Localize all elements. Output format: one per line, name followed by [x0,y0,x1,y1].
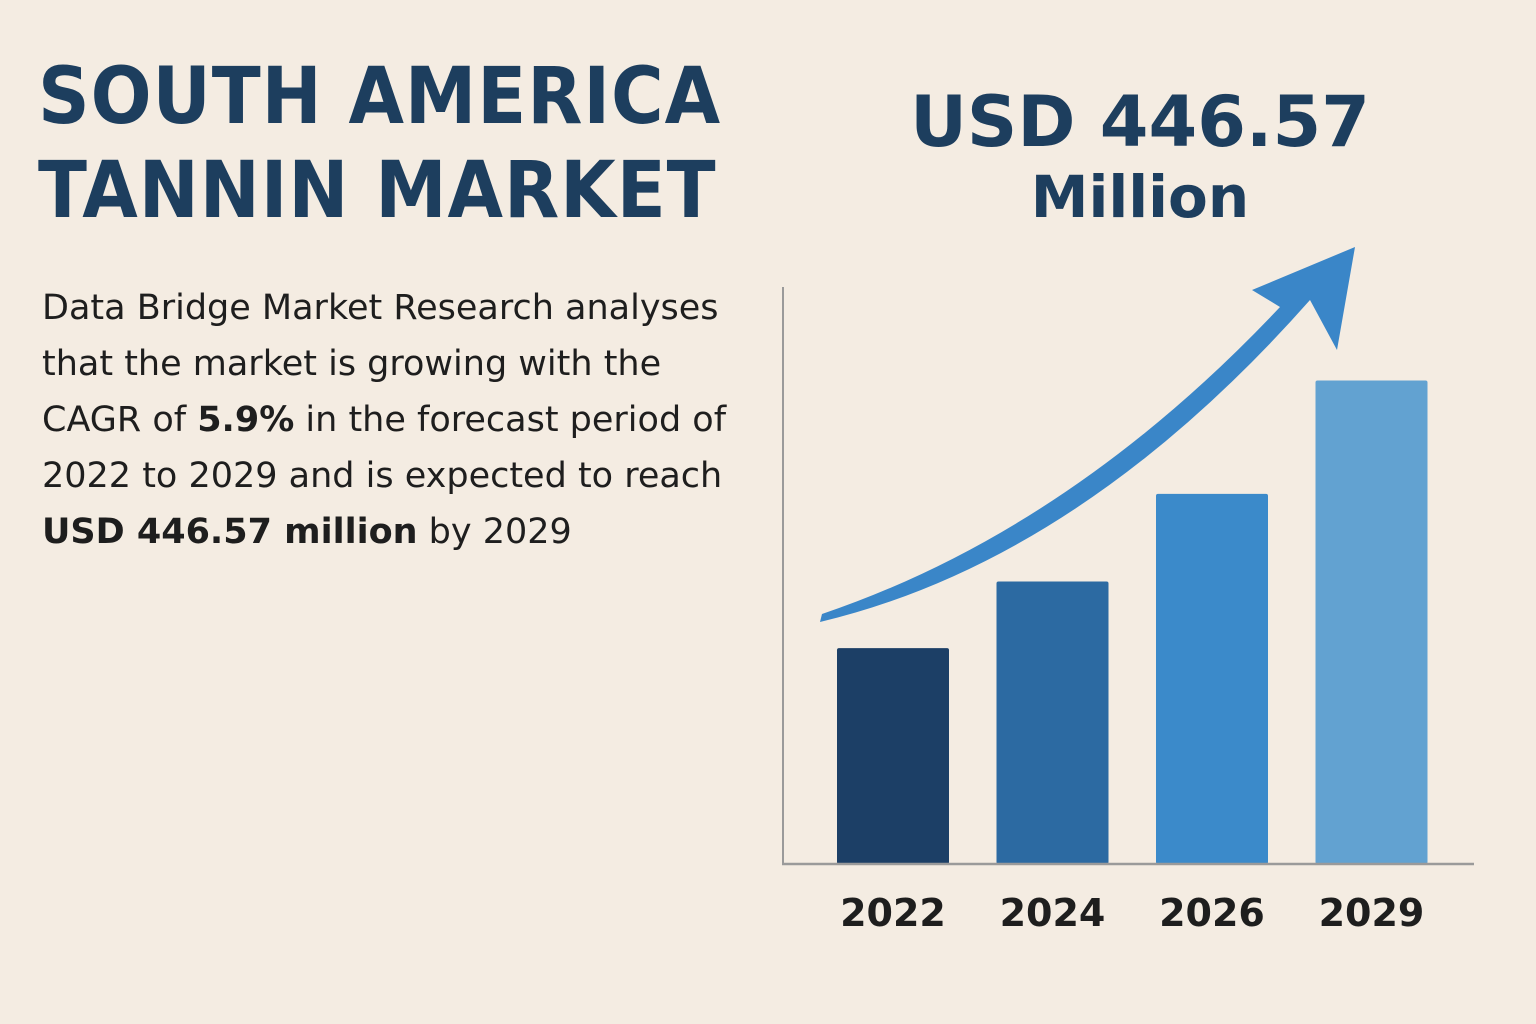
market-description: Data Bridge Market Research analyses tha… [42,280,732,560]
title-line-2: TANNIN MARKET [38,146,717,236]
bars-group [837,380,1428,864]
description-text-2: in the forecast period of 2022 to 2029 a… [42,400,727,496]
headline-value: USD 446.57 Million [880,82,1400,232]
bar-2022 [837,648,949,864]
cagr-value: 5.9% [197,400,295,440]
title-line-1: SOUTH AMERICA [38,52,722,142]
bar-2029 [1315,380,1428,864]
x-tick-label-2029: 2029 [1319,891,1425,935]
headline-unit: Million [1030,163,1250,231]
description-text-3: by 2029 [417,512,572,552]
x-tick-label-2024: 2024 [1000,891,1106,935]
bar-2026 [1156,493,1268,864]
bar-2024 [996,581,1109,864]
description-text-1: Data Bridge Market Research analyses tha… [42,288,719,440]
x-tick-label-2022: 2022 [840,891,946,935]
page-title: SOUTH AMERICA TANNIN MARKET [38,50,721,238]
headline-amount: USD 446.57 [910,81,1370,163]
x-axis-labels: 2022 2024 2026 2029 [840,891,1424,935]
x-tick-label-2026: 2026 [1159,891,1265,935]
trend-arrow [820,247,1355,622]
market-value: USD 446.57 million [42,512,418,552]
